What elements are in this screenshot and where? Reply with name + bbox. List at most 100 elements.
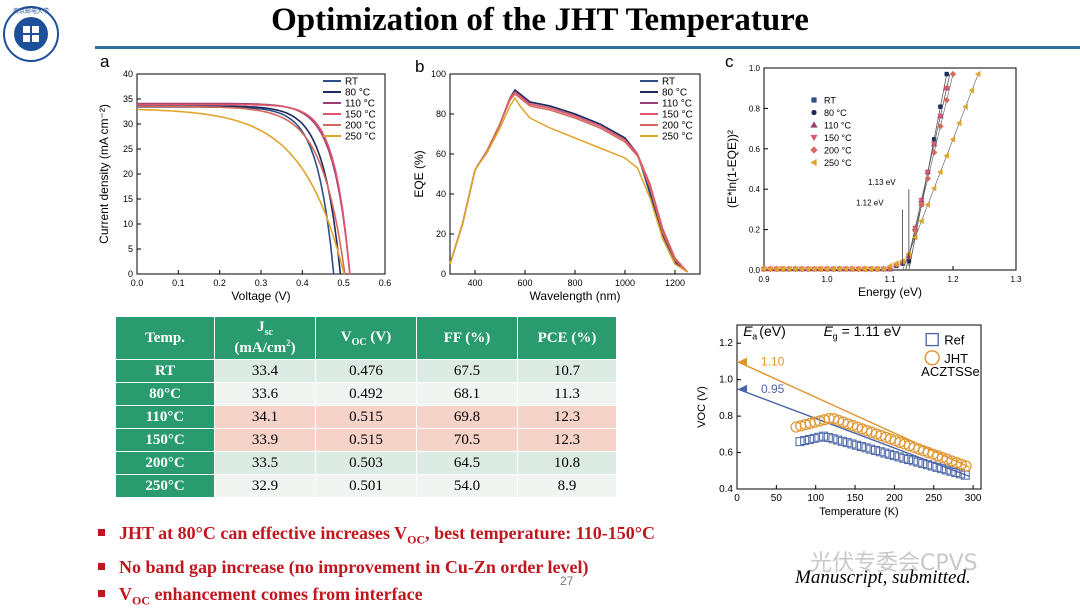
data-point	[795, 437, 805, 447]
cell-temp: 150°C	[115, 428, 215, 452]
data-point	[823, 265, 830, 273]
cell-voc: 0.476	[315, 359, 417, 383]
data-point	[944, 71, 949, 77]
plot-frame	[736, 324, 982, 490]
cell-ff: 64.5	[416, 451, 518, 475]
header-voc: VOC (V)	[315, 316, 417, 360]
data-point	[875, 447, 885, 457]
cell-voc: 0.515	[315, 428, 417, 452]
cell-ff: 70.5	[416, 428, 518, 452]
footer-note: Manuscript, submitted.	[795, 567, 971, 588]
data-point	[930, 141, 938, 148]
y-tick-label: 0.8	[719, 411, 733, 422]
data-point	[937, 123, 944, 130]
cell-voc: 0.501	[315, 474, 417, 498]
data-point	[779, 265, 786, 273]
data-point	[861, 443, 871, 453]
data-point	[804, 265, 811, 273]
legend-label: JHT	[944, 351, 968, 366]
table-row: 150°C 33.9 0.515 70.5 12.3	[115, 428, 617, 452]
jv-series-line	[137, 106, 335, 275]
eqe-series-line	[449, 96, 688, 273]
legend-label: 250 °C	[824, 158, 852, 168]
data-point	[927, 461, 937, 471]
data-point	[823, 432, 833, 442]
x-tick-label: 1200	[665, 278, 685, 288]
header-voc-main: V	[340, 328, 352, 345]
y-tick-label: 30	[123, 119, 133, 129]
bandgap-chart: 0.9 1.0 1.1 1.2 1.3 0.0 0.2 0.4 0.6 0.8 1.0 Energy …	[725, 64, 1022, 299]
jv-series-line	[137, 105, 342, 275]
bullet-list: JHT at 80°C can effective increases VOC,…	[98, 520, 655, 614]
header-temp: Temp.	[115, 316, 215, 360]
legend-label: 250 °C	[662, 132, 693, 143]
bullet-square-icon	[98, 529, 105, 537]
cell-temp: RT	[115, 359, 215, 383]
cell-jsc: 33.9	[214, 428, 316, 452]
eg-symbol: E	[824, 323, 834, 339]
bullet-square-icon	[98, 589, 105, 597]
data-point	[886, 262, 893, 270]
y-axis-label: (E*ln(1-EQE))²	[725, 130, 739, 208]
y-tick-label: 0.8	[749, 104, 761, 113]
data-point	[956, 119, 962, 127]
table-row: RT 33.4 0.476 67.5 10.7	[115, 359, 617, 383]
data-point	[937, 464, 947, 474]
data-point	[804, 434, 814, 444]
table-row: 110°C 34.1 0.515 69.8 12.3	[115, 405, 617, 429]
legend-label: RT	[824, 96, 836, 106]
data-point	[819, 431, 829, 441]
legend-label: 110 °C	[345, 99, 375, 110]
legend-marker	[925, 332, 939, 347]
data-point	[767, 265, 773, 273]
x-tick-label: 1.3	[1010, 275, 1022, 284]
y-tick-label: 0.2	[749, 226, 761, 235]
header-jsc: Jsc (mA/cm2)	[214, 316, 316, 360]
data-point	[899, 257, 905, 265]
bullet-item: No band gap increase (no improvement in …	[98, 554, 655, 581]
eqe-series-line	[449, 88, 688, 273]
eqe-series-line	[449, 88, 688, 273]
header-voc-sub: OC	[351, 336, 367, 348]
data-point	[800, 436, 810, 446]
bullet-3-sub: OC	[132, 593, 150, 608]
data-point	[849, 265, 855, 273]
data-point	[855, 265, 861, 273]
x-tick-label: 0.2	[213, 278, 226, 288]
cell-temp: 80°C	[115, 382, 215, 406]
x-tick-label: 0.1	[172, 278, 185, 288]
jv-series-line	[137, 105, 346, 275]
data-point	[962, 103, 968, 110]
y-tick-label: 1.0	[719, 375, 733, 386]
x-tick-label: 250	[925, 493, 942, 504]
data-point	[946, 466, 956, 476]
data-point	[811, 265, 817, 273]
y-tick-label: 0.4	[719, 484, 733, 495]
data-point	[968, 87, 975, 94]
intercept-label: 1.10	[761, 354, 785, 368]
data-point	[792, 265, 798, 273]
x-tick-label: 0.0	[131, 278, 144, 288]
bullet-item: JHT at 80°C can effective increases VOC,…	[98, 520, 655, 554]
cell-pce: 12.3	[517, 428, 617, 452]
data-point	[828, 434, 838, 444]
eg-subscript: g	[833, 332, 838, 342]
bullet-item: VOC enhancement comes from interface	[98, 581, 655, 614]
panel-label-b: b	[415, 57, 425, 76]
legend-marker	[924, 350, 940, 366]
data-point	[975, 70, 981, 78]
table-row: 80°C 33.6 0.492 68.1 11.3	[115, 382, 617, 406]
x-tick-label: 0.6	[379, 278, 392, 288]
bullet-3-text: V	[119, 583, 132, 604]
legend-label: 80 °C	[824, 108, 847, 118]
data-point	[809, 433, 819, 443]
annotation-label: 1.13 eV	[868, 178, 896, 187]
y-axis-label: Current density (mA cm⁻²)	[97, 104, 111, 244]
header-jsc-close: )	[290, 340, 296, 356]
y-tick-label: 0	[441, 269, 446, 279]
y-tick-label: 80	[436, 109, 446, 119]
header-jsc-main: J	[257, 319, 265, 335]
cell-ff: 69.8	[416, 405, 518, 429]
data-point	[932, 462, 942, 472]
y-tick-label: 20	[123, 169, 133, 179]
